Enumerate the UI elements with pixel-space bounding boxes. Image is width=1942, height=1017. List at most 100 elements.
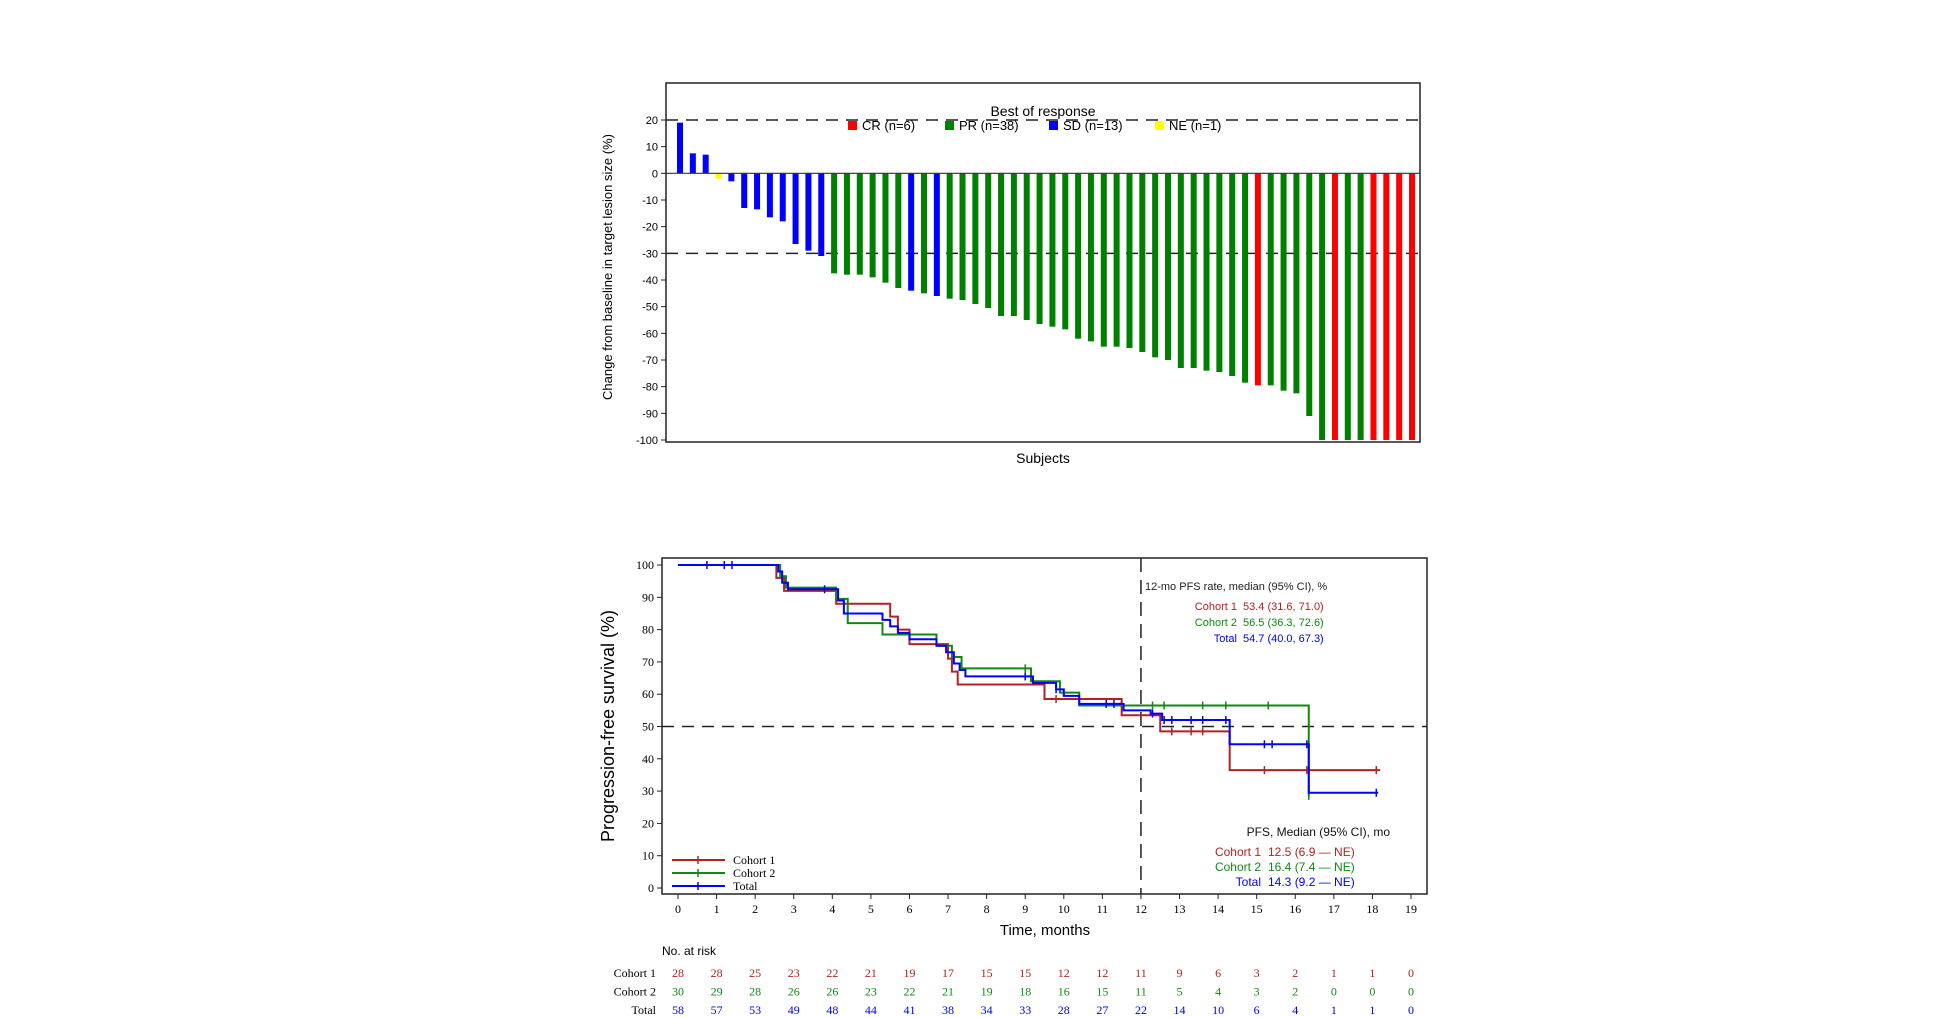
bar-pr [1306,173,1313,416]
risk-row-label: Total [632,1003,657,1017]
legend-label: Cohort 1 [733,853,775,867]
bar-pr [1049,173,1056,327]
y-tick-label: -70 [642,355,658,367]
x-tick-label: 12 [1135,902,1147,916]
bar-pr [1152,173,1159,358]
risk-count: 22 [826,966,838,980]
km-x-axis-label: Time, months [1000,922,1090,939]
rate-title: 12-mo PFS rate, median (95% CI), % [1145,581,1327,593]
rate-row-label: Cohort 2 [1195,617,1237,629]
y-tick-label: -90 [642,408,658,420]
bar-pr [1139,173,1146,352]
risk-count: 28 [1058,1003,1070,1017]
risk-count: 22 [1135,1003,1147,1017]
bar-pr [1036,173,1043,324]
risk-count: 4 [1292,1003,1298,1017]
bar-sd [741,173,748,208]
x-tick-label: 5 [868,902,874,916]
risk-table: No. at risk Cohort 1 28 28 25 23 22 21 19 17 15 15… [614,944,1414,1017]
median-row-label: Total [1236,875,1261,889]
x-tick-label: 3 [791,902,797,916]
risk-count: 1 [1331,1003,1337,1017]
x-tick-label: 17 [1328,902,1340,916]
bar-pr [1126,173,1133,348]
bar-ne [715,173,722,179]
risk-count: 9 [1177,966,1183,980]
legend-label: PR (n=38) [959,118,1019,133]
km-y-axis-label: Progression-free survival (%) [598,610,618,842]
bar-pr [1293,173,1300,394]
y-tick-label: -10 [642,195,658,207]
y-tick-label: 100 [636,558,654,572]
y-tick-label: 50 [642,720,654,734]
y-tick-label: 20 [646,115,658,127]
y-tick-label: 70 [642,655,654,669]
median-row-value: 12.5 (6.9 — NE) [1268,845,1355,859]
y-tick-label: -80 [642,382,658,394]
legend-swatch-pr [945,121,954,130]
risk-count: 23 [865,985,877,999]
risk-count: 58 [672,1003,684,1017]
rate-row-label: Total [1214,633,1237,645]
risk-count: 11 [1135,966,1147,980]
risk-count: 12 [1058,966,1070,980]
x-tick-label: 18 [1366,902,1378,916]
y-tick-label: 80 [642,623,654,637]
y-tick-label: -20 [642,222,658,234]
x-tick-label: 14 [1212,902,1224,916]
risk-count: 28 [711,966,723,980]
risk-count: 29 [711,985,723,999]
bar-pr [1242,173,1249,383]
bar-pr [1280,173,1287,391]
waterfall-y-axis-label: Change from baseline in target lesion si… [600,134,615,400]
risk-row-label: Cohort 1 [614,966,656,980]
legend-label: NE (n=1) [1169,118,1221,133]
y-tick-label: 0 [652,168,658,180]
legend-swatch-sd [1049,121,1058,130]
bar-sd [728,173,735,182]
bar-cr [1370,173,1377,441]
y-tick-label: -60 [642,328,658,340]
bar-pr [895,173,902,288]
bar-pr [921,173,927,294]
y-tick-label: 30 [642,784,654,798]
bar-pr [998,173,1005,316]
legend-label: Total [733,879,758,893]
bar-pr [946,173,953,299]
risk-count: 53 [749,1003,761,1017]
waterfall-bars [666,122,1420,441]
km-curve-cohort-2 [678,564,1310,796]
risk-count: 0 [1369,985,1375,999]
bar-pr [1087,173,1094,342]
risk-count: 26 [826,985,838,999]
bar-pr [1216,173,1223,372]
risk-count: 15 [1096,985,1108,999]
risk-count: 3 [1254,966,1260,980]
risk-count: 21 [942,985,954,999]
risk-count: 2 [1292,985,1298,999]
risk-count: 5 [1177,985,1183,999]
risk-count: 44 [865,1003,877,1017]
bar-pr [1075,173,1082,339]
bar-sd [792,173,799,244]
rate-row-label: Cohort 1 [1195,601,1237,613]
median-row-label: Cohort 1 [1215,845,1261,859]
risk-count: 1 [1369,1003,1375,1017]
y-tick-label: 0 [648,881,654,895]
bar-pr [1062,173,1069,330]
x-tick-label: 11 [1097,902,1109,916]
risk-count: 23 [788,966,800,980]
bar-pr [831,173,838,274]
x-tick-label: 9 [1022,902,1028,916]
bar-pr [1319,173,1326,441]
bar-pr [959,173,966,300]
bar-pr [1100,173,1107,347]
rate-row-value: 56.5 (36.3, 72.6) [1243,617,1324,629]
legend-swatch-cr [848,121,857,130]
risk-count: 1 [1369,966,1375,980]
y-tick-label: -100 [636,435,658,447]
risk-count: 38 [942,1003,954,1017]
risk-count: 0 [1408,1003,1414,1017]
risk-row-label: Cohort 2 [614,985,656,999]
